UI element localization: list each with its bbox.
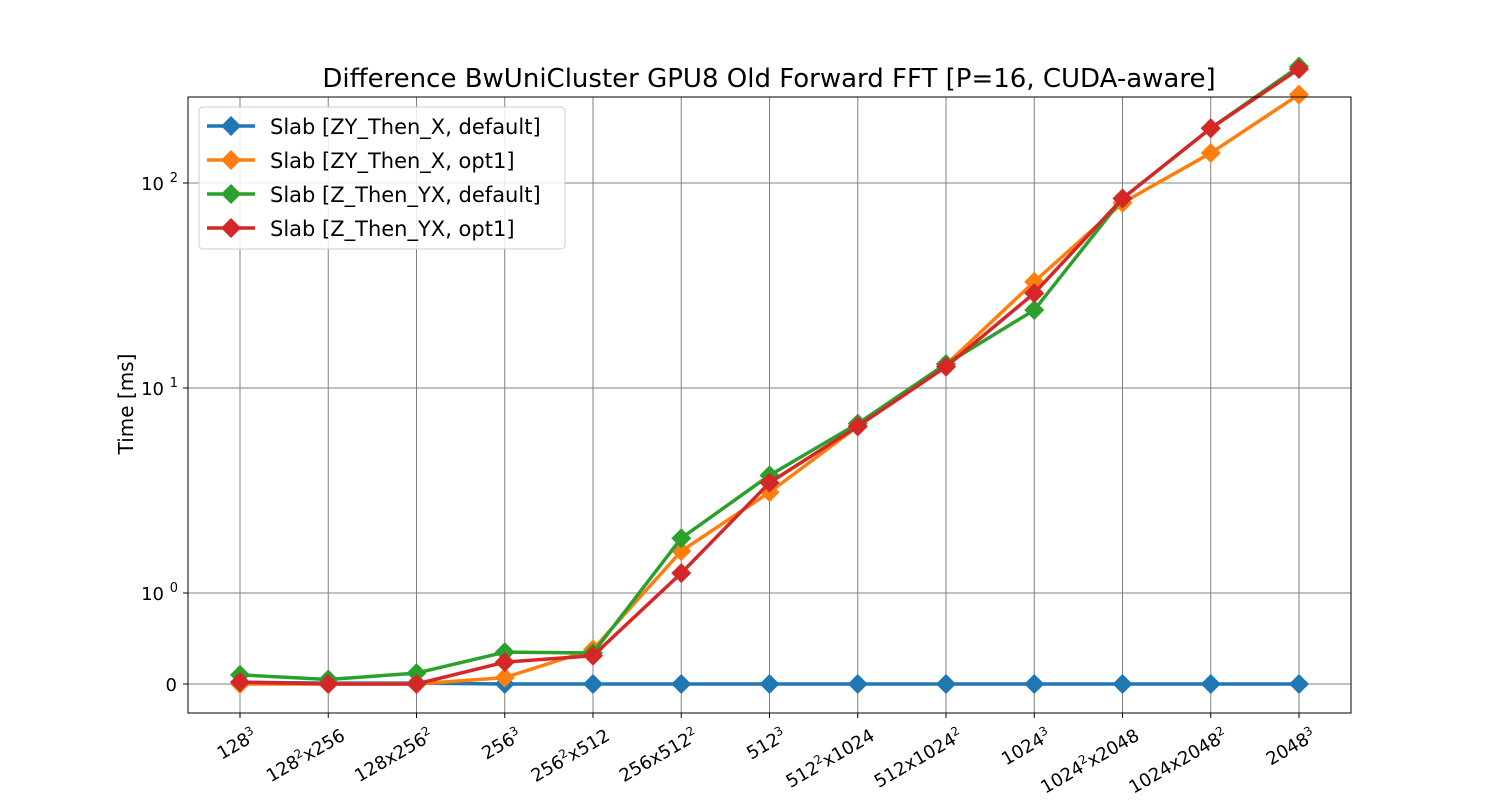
- chart-title: Difference BwUniCluster GPU8 Old Forward…: [322, 64, 1215, 94]
- data-point: [1112, 674, 1133, 694]
- y-tick-label: 0: [166, 675, 177, 696]
- legend-swatch-marker: [221, 150, 241, 170]
- y-tick-label-base: 10: [141, 379, 164, 400]
- y-tick-label-base: 0: [166, 675, 177, 696]
- y-tick-label: 10 2: [141, 171, 178, 195]
- legend-entry: Slab [Z_Then_YX, default]: [207, 183, 541, 208]
- data-point: [1200, 118, 1221, 139]
- legend-swatch-marker: [221, 184, 241, 204]
- legend-label: Slab [ZY_Then_X, default]: [270, 115, 541, 140]
- y-axis-ticks: 0 10 0 10 1 10 2: [141, 171, 188, 696]
- data-point: [1200, 674, 1221, 694]
- data-point: [759, 674, 780, 694]
- data-point: [1024, 283, 1045, 304]
- data-point: [1289, 84, 1309, 105]
- data-point: [936, 356, 956, 377]
- data-point: [494, 667, 515, 688]
- data-point: [494, 652, 515, 673]
- y-tick-label-base: 10: [141, 584, 164, 605]
- series-layer: [230, 56, 1309, 694]
- data-point: [230, 672, 250, 693]
- data-point: [494, 642, 515, 663]
- data-point: [936, 674, 956, 694]
- data-point: [671, 528, 692, 549]
- data-point: [1112, 188, 1133, 209]
- data-point: [1289, 58, 1309, 79]
- legend: Slab [ZY_Then_X, default] Slab [ZY_Then_X…: [198, 106, 566, 250]
- data-point: [759, 472, 780, 493]
- data-point: [406, 663, 427, 684]
- series-3: [230, 58, 1309, 694]
- legend-swatch-marker: [221, 116, 241, 136]
- legend-entry: Slab [ZY_Then_X, opt1]: [207, 149, 515, 174]
- data-point: [318, 674, 339, 694]
- x-axis-ticks: 1283​1282x256128x2562​2563​2562x512256x5…: [214, 713, 1320, 798]
- data-point: [406, 674, 427, 694]
- y-tick-label-base: 10: [141, 174, 164, 195]
- data-point: [1024, 674, 1045, 694]
- y-tick-label: 10 1: [141, 376, 178, 400]
- data-point: [847, 674, 868, 694]
- y-axis-label: Time [ms]: [114, 354, 138, 456]
- plot-area-frame: [187, 96, 1352, 714]
- data-point: [671, 674, 692, 694]
- legend-swatch-marker: [221, 218, 241, 238]
- legend-entry: Slab [Z_Then_YX, opt1]: [207, 217, 515, 242]
- data-point: [847, 416, 868, 437]
- legend-box: [198, 106, 566, 250]
- legend-label: Slab [Z_Then_YX, default]: [270, 183, 541, 208]
- data-point: [583, 645, 603, 666]
- data-point: [671, 563, 692, 584]
- y-tick-label-exponent: 1: [170, 376, 178, 391]
- legend-label: Slab [Z_Then_YX, opt1]: [270, 217, 515, 242]
- y-tick-label-exponent: 0: [170, 581, 178, 596]
- data-point: [1024, 300, 1045, 321]
- y-tick-label: 10 0: [141, 581, 178, 605]
- y-tick-label-exponent: 2: [170, 171, 178, 186]
- legend-label: Slab [ZY_Then_X, opt1]: [270, 149, 515, 174]
- legend-entry: Slab [ZY_Then_X, default]: [207, 115, 541, 140]
- data-point: [583, 674, 603, 694]
- data-point: [1289, 674, 1309, 694]
- data-point: [1200, 143, 1221, 164]
